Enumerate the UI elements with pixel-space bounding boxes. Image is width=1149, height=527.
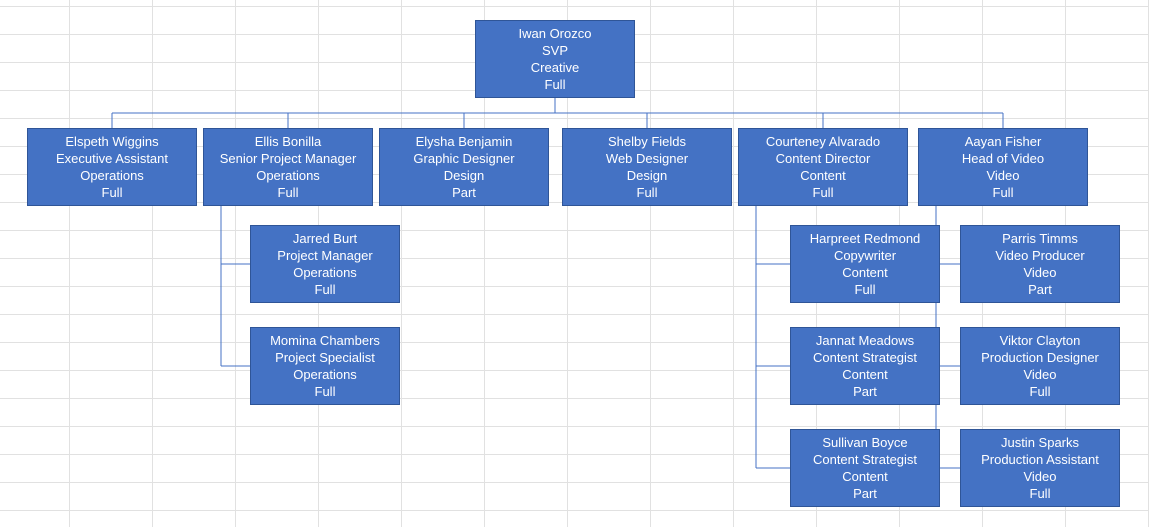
node-name: Iwan Orozco	[519, 25, 592, 42]
node-status: Part	[853, 383, 877, 400]
org-node-root: Iwan OrozcoSVPCreativeFull	[475, 20, 635, 98]
node-dept: Content	[842, 468, 888, 485]
node-dept: Design	[444, 167, 484, 184]
node-status: Full	[1030, 485, 1051, 502]
node-name: Justin Sparks	[1001, 434, 1079, 451]
node-dept: Operations	[293, 366, 357, 383]
node-dept: Content	[842, 264, 888, 281]
node-name: Jannat Meadows	[816, 332, 914, 349]
node-name: Momina Chambers	[270, 332, 380, 349]
node-status: Full	[315, 383, 336, 400]
node-role: Content Strategist	[813, 451, 917, 468]
node-name: Courteney Alvarado	[766, 133, 880, 150]
org-node-n3: Elysha BenjaminGraphic DesignerDesignPar…	[379, 128, 549, 206]
node-status: Full	[855, 281, 876, 298]
node-role: SVP	[542, 42, 568, 59]
node-status: Part	[1028, 281, 1052, 298]
node-role: Video Producer	[995, 247, 1084, 264]
node-status: Full	[637, 184, 658, 201]
node-status: Full	[545, 76, 566, 93]
node-role: Executive Assistant	[56, 150, 168, 167]
org-node-n4: Shelby FieldsWeb DesignerDesignFull	[562, 128, 732, 206]
node-role: Project Specialist	[275, 349, 375, 366]
node-status: Full	[1030, 383, 1051, 400]
node-status: Full	[993, 184, 1014, 201]
node-name: Ellis Bonilla	[255, 133, 321, 150]
org-node-n63: Justin SparksProduction AssistantVideoFu…	[960, 429, 1120, 507]
node-status: Part	[452, 184, 476, 201]
node-dept: Operations	[80, 167, 144, 184]
node-role: Head of Video	[962, 150, 1044, 167]
node-role: Content Director	[776, 150, 871, 167]
node-dept: Video	[1023, 366, 1056, 383]
node-role: Production Designer	[981, 349, 1099, 366]
org-node-n62: Viktor ClaytonProduction DesignerVideoFu…	[960, 327, 1120, 405]
node-name: Jarred Burt	[293, 230, 357, 247]
node-dept: Operations	[293, 264, 357, 281]
node-name: Aayan Fisher	[965, 133, 1042, 150]
node-dept: Creative	[531, 59, 579, 76]
node-name: Elspeth Wiggins	[65, 133, 158, 150]
node-role: Graphic Designer	[413, 150, 514, 167]
node-status: Full	[102, 184, 123, 201]
node-dept: Design	[627, 167, 667, 184]
org-chart-stage: Iwan OrozcoSVPCreativeFullElspeth Wiggin…	[0, 0, 1149, 527]
node-dept: Operations	[256, 167, 320, 184]
org-node-n21: Jarred BurtProject ManagerOperationsFull	[250, 225, 400, 303]
node-dept: Content	[842, 366, 888, 383]
org-node-n5: Courteney AlvaradoContent DirectorConten…	[738, 128, 908, 206]
org-node-n61: Parris TimmsVideo ProducerVideoPart	[960, 225, 1120, 303]
org-node-n1: Elspeth WigginsExecutive AssistantOperat…	[27, 128, 197, 206]
node-dept: Video	[1023, 264, 1056, 281]
node-role: Production Assistant	[981, 451, 1099, 468]
org-node-n22: Momina ChambersProject SpecialistOperati…	[250, 327, 400, 405]
node-role: Senior Project Manager	[220, 150, 357, 167]
node-role: Copywriter	[834, 247, 896, 264]
node-status: Full	[315, 281, 336, 298]
node-role: Content Strategist	[813, 349, 917, 366]
node-name: Elysha Benjamin	[416, 133, 513, 150]
node-dept: Video	[986, 167, 1019, 184]
org-node-n51: Harpreet RedmondCopywriterContentFull	[790, 225, 940, 303]
org-node-n53: Sullivan BoyceContent StrategistContentP…	[790, 429, 940, 507]
node-status: Part	[853, 485, 877, 502]
org-node-n52: Jannat MeadowsContent StrategistContentP…	[790, 327, 940, 405]
node-name: Viktor Clayton	[1000, 332, 1081, 349]
node-role: Web Designer	[606, 150, 688, 167]
node-role: Project Manager	[277, 247, 372, 264]
node-name: Harpreet Redmond	[810, 230, 921, 247]
node-dept: Content	[800, 167, 846, 184]
org-node-n6: Aayan FisherHead of VideoVideoFull	[918, 128, 1088, 206]
node-name: Shelby Fields	[608, 133, 686, 150]
org-node-n2: Ellis BonillaSenior Project ManagerOpera…	[203, 128, 373, 206]
node-name: Parris Timms	[1002, 230, 1078, 247]
node-name: Sullivan Boyce	[822, 434, 907, 451]
node-dept: Video	[1023, 468, 1056, 485]
node-status: Full	[278, 184, 299, 201]
node-status: Full	[813, 184, 834, 201]
